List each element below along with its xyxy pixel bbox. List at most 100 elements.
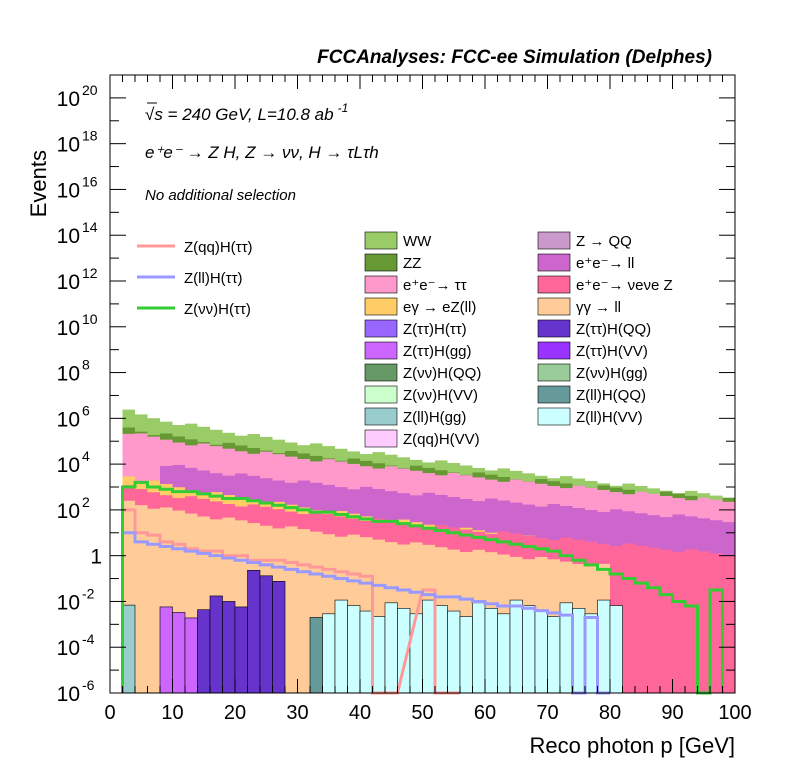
legend-swatch — [364, 385, 398, 404]
y-tick-exponent: 6 — [82, 402, 90, 418]
y-tick-exponent: 14 — [82, 219, 98, 235]
bar-z-h-qq- — [259, 575, 273, 694]
bar-z-ll-h-vv- — [509, 599, 523, 694]
legend-signal-label: Z(νν)H(ττ) — [184, 301, 251, 318]
legend-swatch — [537, 341, 571, 360]
x-tick-label: 80 — [599, 702, 621, 724]
legend-label: Z(νν)H(QQ) — [403, 365, 481, 382]
x-tick-label: 100 — [718, 702, 751, 724]
x-tick-label: 40 — [349, 702, 371, 724]
y-tick-exponent: 4 — [82, 448, 90, 464]
legend-label: Z(qq)H(VV) — [403, 431, 480, 448]
info-text: √s = 240 GeV, L=10.8 ab -1 e⁺e⁻ → Z H, Z … — [145, 101, 379, 204]
legend-swatch — [364, 429, 398, 448]
legend-label: Z(ττ)H(gg) — [403, 343, 472, 360]
bar-z-h-qq- — [222, 601, 236, 694]
x-tick-label: 50 — [411, 702, 433, 724]
process-line: e⁺e⁻ → Z H, Z → νν, H → τLτh — [145, 143, 379, 162]
legend-label: Z(νν)H(VV) — [403, 387, 478, 404]
low-count-bins — [122, 570, 623, 694]
legend-label: ZZ — [403, 255, 421, 272]
bar-z-ll-h-vv- — [372, 616, 386, 694]
bar-z-ll-h-vv- — [497, 613, 511, 694]
legend-swatch — [364, 253, 398, 272]
y-tick-label: 10 — [57, 317, 80, 340]
bar--ll — [297, 529, 310, 693]
legend-label: Z(ll)H(QQ) — [576, 387, 646, 404]
selection-line: No additional selection — [145, 187, 296, 204]
y-tick-label: 10 — [57, 637, 80, 660]
bar-z-ll-h-vv- — [384, 602, 398, 694]
x-tick-label: 60 — [474, 702, 496, 724]
bar--ll — [147, 508, 160, 693]
legend-swatch — [537, 319, 571, 338]
legend-swatch — [537, 297, 571, 316]
y-tick-exponent: 18 — [82, 128, 98, 144]
bar-z-ll-h-vv- — [584, 613, 598, 694]
bar-z-ll-h-vv- — [484, 608, 498, 694]
legend-signals: Z(qq)H(ττ) Z(ll)H(ττ) Z(νν)H(ττ) — [137, 239, 253, 318]
bar-e-e-e-e-z — [647, 547, 660, 693]
bar-z-h-gg- — [184, 617, 198, 694]
legend-swatch — [364, 297, 398, 316]
bar-z-h-qq- — [209, 595, 223, 694]
y-tick-exponent: -2 — [82, 585, 95, 601]
legend-label: γγ → ll — [576, 299, 621, 316]
x-tick-label: 90 — [661, 702, 683, 724]
x-axis-label: Reco photon p [GeV] — [530, 733, 735, 758]
bar-z-ll-h-vv- — [472, 602, 486, 694]
legend-label: e⁺e⁻→ νeνe Z — [576, 277, 673, 294]
x-axis: 0 10 20 30 40 50 60 70 80 90 100 — [104, 75, 752, 724]
y-tick-exponent: -4 — [82, 631, 95, 647]
bar-z-ll-h-vv- — [409, 613, 423, 694]
y-tick-exponent: 20 — [82, 82, 98, 98]
bar-z-h-qq- — [272, 581, 286, 694]
legend-label: Z(ττ)H(VV) — [576, 343, 648, 360]
bar--ll — [135, 505, 148, 693]
legend-swatch — [537, 385, 571, 404]
series-z-qq-h- — [121, 508, 460, 695]
bar-z-ll-h-vv- — [572, 608, 586, 694]
legend-swatch — [364, 275, 398, 294]
bar--ll — [285, 526, 298, 693]
y-tick-label: 10 — [57, 363, 80, 386]
legend-label: Z(νν)H(gg) — [576, 365, 648, 382]
bar-z-ll-h-vv- — [522, 605, 536, 694]
bar-z-ll-h-vv- — [422, 599, 436, 694]
legend-label: eγ → eZ(ll) — [403, 299, 476, 316]
header-title: FCCAnalyses: FCC-ee Simulation (Delphes) — [317, 47, 712, 68]
bar-z-ll-h-vv- — [334, 599, 348, 694]
legend-swatch — [364, 407, 398, 426]
bar-z-ll-h-vv- — [359, 610, 373, 694]
legend-label: Z(ττ)H(QQ) — [576, 321, 651, 338]
series-z-ll-h- — [121, 531, 610, 695]
bar-z-ll-h-vv- — [597, 599, 611, 694]
bar-z-h-gg- — [159, 606, 173, 694]
y-tick-label: 10 — [57, 591, 80, 614]
y-tick-label: 10 — [57, 500, 80, 523]
legend-swatch — [364, 319, 398, 338]
legend-label: Z(ττ)H(ττ) — [403, 321, 467, 338]
legend-swatch — [537, 363, 571, 382]
legend-swatch — [364, 231, 398, 250]
bar-e-e-e-e-z — [622, 543, 635, 693]
legend-swatch — [537, 407, 571, 426]
bar-z-h-qq- — [197, 609, 211, 694]
y-tick-exponent: -6 — [82, 677, 95, 693]
legend-label: e⁺e⁻→ ττ — [403, 277, 467, 294]
bar-e-e-e-e-z — [697, 551, 710, 693]
y-tick-label: 10 — [57, 683, 80, 706]
bar-e-e-e-e-z — [660, 549, 673, 693]
legend-backgrounds: WW Z → QQ ZZ e⁺e⁻→ ll e⁺e⁻→ ττ e⁺e⁻→ νeνe Z eγ… — [364, 231, 673, 448]
x-tick-label: 20 — [224, 702, 246, 724]
bar-z-ll-h-vv- — [447, 610, 461, 694]
y-tick-label: 10 — [57, 271, 80, 294]
bar-z-ll-h-gg- — [122, 604, 136, 694]
legend-swatch — [537, 231, 571, 250]
y-tick-exponent: 16 — [82, 173, 98, 189]
bar-z-h-qq- — [247, 570, 261, 694]
y-tick-label: 10 — [57, 408, 80, 431]
bar-z-ll-h-vv- — [347, 605, 361, 694]
